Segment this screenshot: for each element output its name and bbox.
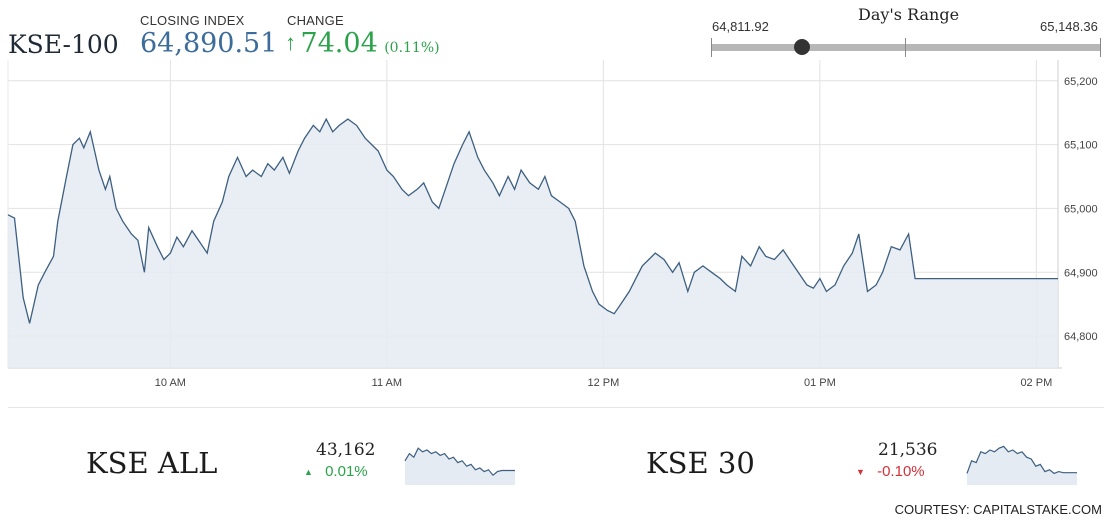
- mini-index-name: KSE 30: [646, 446, 755, 480]
- y-tick-label: 65,100: [1064, 140, 1098, 152]
- days-range-high: 65,148.36: [1040, 19, 1098, 34]
- y-tick-label: 64,800: [1064, 331, 1098, 343]
- range-tick-low: [711, 38, 712, 57]
- change-value: 74.04: [300, 28, 378, 59]
- change-readout: ↑ 74.04 (0.11%): [285, 28, 440, 59]
- x-tick-label: 10 AM: [155, 377, 186, 389]
- kse-all-sparkline: [404, 447, 515, 485]
- y-tick-label: 65,000: [1064, 203, 1098, 215]
- closing-index-value: 64,890.51: [140, 28, 278, 59]
- sparkline-line: [966, 445, 1077, 475]
- price-line: [7, 117, 1058, 324]
- days-range-title: Day's Range: [858, 5, 960, 24]
- range-tick-mid: [905, 38, 906, 57]
- mini-change-text: -0.10%: [877, 463, 925, 480]
- days-range-low: 64,811.92: [712, 19, 769, 34]
- kse100-intraday-chart: 64,800 64,900 65,000 65,100 65,200 10 AM 11 A…: [7, 60, 1098, 389]
- arrow-up-icon: ↑: [285, 30, 296, 55]
- index-name: KSE-100: [8, 30, 119, 59]
- change-label: CHANGE: [287, 13, 344, 28]
- y-tick-label: 65,200: [1064, 76, 1098, 88]
- sparkline-line: [404, 447, 515, 477]
- mini-index-value: 21,536: [878, 440, 938, 460]
- kse30-sparkline: [966, 445, 1077, 485]
- x-tick-label: 11 AM: [372, 377, 402, 389]
- x-tick-label: 02 PM: [1020, 377, 1052, 389]
- courtesy-credit: COURTESY: CAPITALSTAKE.COM: [894, 502, 1102, 517]
- x-tick-label: 12 PM: [587, 377, 619, 389]
- arrow-up-icon: ▲: [304, 467, 313, 478]
- x-tick-label: 01 PM: [804, 377, 836, 389]
- x-axis: 10 AM 11 AM 12 PM 01 PM 02 PM: [155, 377, 1052, 389]
- days-range-bar: [711, 38, 1101, 57]
- section-divider: [8, 407, 1104, 408]
- mini-index-name: KSE ALL: [86, 446, 218, 480]
- mini-index-change: ▼ -0.10%: [856, 463, 925, 480]
- closing-index-label: CLOSING INDEX: [140, 13, 245, 28]
- arrow-down-icon: ▼: [856, 467, 865, 478]
- change-percent: (0.11%): [384, 40, 440, 56]
- mini-change-text: 0.01%: [325, 463, 368, 480]
- price-area: [8, 119, 1058, 368]
- y-tick-label: 64,900: [1064, 267, 1098, 279]
- mini-index-value: 43,162: [316, 440, 376, 460]
- range-marker: [794, 39, 811, 55]
- mini-index-change: ▲ 0.01%: [304, 463, 368, 480]
- sparkline-area: [967, 446, 1077, 485]
- range-tick-high: [1100, 38, 1101, 57]
- y-axis: 64,800 64,900 65,000 65,100 65,200: [1064, 76, 1098, 343]
- sparkline-area: [405, 448, 515, 485]
